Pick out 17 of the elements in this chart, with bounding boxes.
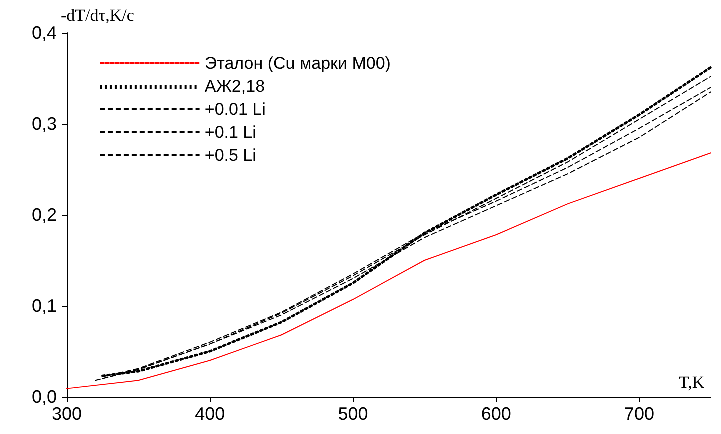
x-tick-label: 400 (195, 404, 226, 424)
legend-label: +0.01 Li (204, 100, 266, 119)
y-tick-label: 0,3 (32, 114, 57, 134)
legend-label: +0.1 Li (204, 123, 256, 142)
y-axis-title: -dT/dτ,K/c (61, 6, 135, 26)
legend-label: Эталон (Cu марки М00) (204, 54, 391, 73)
x-axis-title: T,K (679, 373, 706, 392)
y-tick-label: 0,1 (32, 296, 57, 316)
legend-label: +0.5 Li (204, 146, 256, 165)
x-tick-label: 600 (481, 404, 512, 424)
y-tick-label: 0,2 (32, 205, 57, 225)
y-tick-label: 0,4 (32, 23, 57, 43)
x-tick-label: 700 (624, 404, 654, 424)
y-tick-label: 0,0 (32, 387, 57, 407)
x-tick-label: 500 (338, 404, 368, 424)
x-tick-label: 300 (52, 404, 82, 424)
legend-label: АЖ2,18 (204, 77, 266, 96)
